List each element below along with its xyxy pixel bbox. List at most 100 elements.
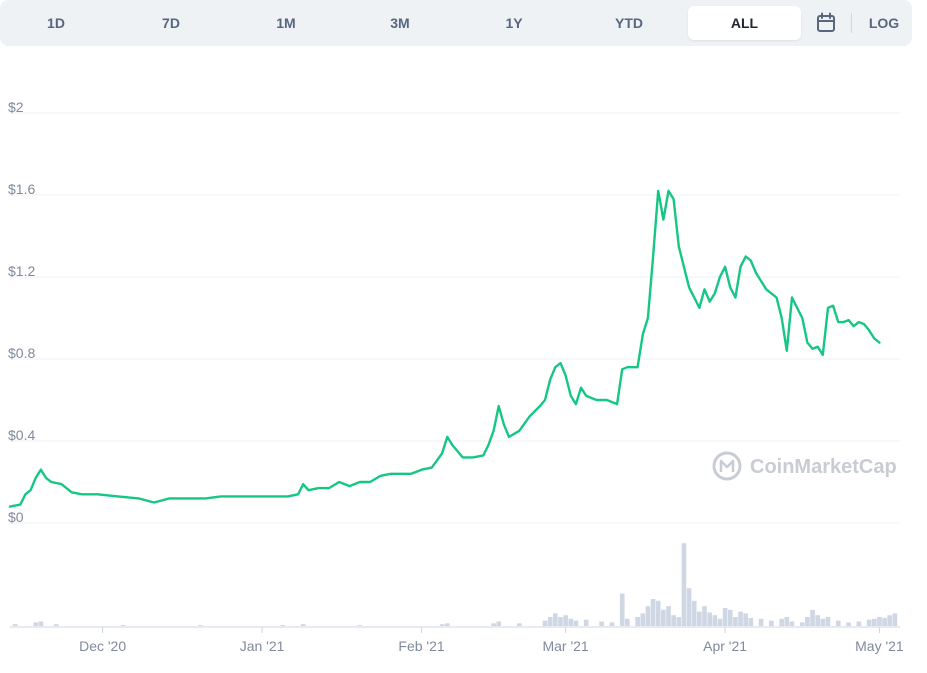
volume-bar [599, 621, 604, 626]
volume-bar [748, 617, 754, 626]
volume-bar [666, 606, 671, 626]
volume-bar [357, 625, 363, 626]
calendar-icon[interactable] [813, 10, 839, 36]
volume-bar [645, 606, 651, 626]
volume-bar [856, 621, 862, 626]
volume-bar [619, 593, 625, 626]
volume-bar [805, 617, 810, 626]
y-tick-label: $1.2 [8, 263, 35, 279]
coinmarketcap-logo-icon [712, 451, 742, 481]
volume-bar [697, 611, 702, 626]
volume-bar [769, 620, 774, 626]
volume-bar [635, 617, 640, 626]
volume-bar [491, 623, 496, 626]
log-scale-button[interactable]: LOG [868, 15, 900, 31]
volume-bar [820, 618, 826, 626]
volume-bar [825, 617, 831, 626]
range-button-ytd[interactable]: YTD [615, 15, 643, 31]
volume-bar [38, 621, 44, 626]
x-axis: Dec '20 Jan '21 Feb '21 Mar '21 Apr '21 May '… [79, 627, 904, 654]
volume-bar [733, 617, 738, 626]
volume-bar [280, 625, 285, 626]
volume-bar [120, 625, 126, 626]
volume-bar [661, 609, 666, 626]
range-button-1y[interactable]: 1Y [505, 15, 523, 31]
volume-bar [676, 617, 682, 626]
volume-bar [866, 619, 872, 626]
volume-bar [758, 618, 764, 626]
volume-bar [743, 613, 748, 626]
price-series-line [8, 189, 881, 508]
y-gridlines [10, 112, 900, 524]
volume-bar [686, 588, 692, 626]
x-tick-label: May '21 [855, 638, 904, 654]
y-tick-label: $1.6 [8, 181, 35, 197]
volume-bar [691, 600, 697, 626]
volume-bar [835, 620, 841, 626]
volume-bar [542, 620, 548, 626]
x-tick-label: Mar '21 [542, 638, 588, 654]
range-toolbar: 1D 7D 1M 3M 1Y YTD ALL LOG [0, 0, 912, 46]
y-tick-label: $0 [8, 509, 24, 525]
y-tick-label: $0.4 [8, 427, 35, 443]
volume-bar [799, 622, 805, 626]
volume-bar [727, 609, 733, 626]
volume-bar [583, 619, 589, 626]
volume-bar [300, 624, 306, 626]
volume-bar [789, 621, 795, 626]
volume-bar [810, 609, 815, 626]
volume-bar [33, 622, 39, 626]
volume-bar [568, 618, 574, 626]
volume-bars [12, 543, 898, 626]
range-button-1d[interactable]: 1D [47, 15, 65, 31]
volume-bar [655, 600, 661, 626]
x-tick-label: Apr '21 [703, 638, 747, 654]
volume-bar [784, 617, 790, 626]
watermark: CoinMarketCap [712, 451, 897, 481]
volume-bar [846, 622, 851, 626]
volume-bar [882, 617, 887, 626]
volume-bar [722, 608, 728, 626]
volume-bar [625, 618, 630, 626]
volume-bar [877, 617, 882, 626]
volume-bar [702, 606, 707, 626]
x-tick-label: Jan '21 [240, 638, 285, 654]
volume-bar [887, 615, 893, 626]
volume-bar [640, 613, 646, 626]
y-axis: $0 $0.4 $0.8 $1.2 $1.6 $2 [8, 99, 35, 525]
volume-bar [650, 599, 656, 626]
volume-bar [516, 623, 522, 626]
volume-bar [609, 622, 615, 626]
price-chart: $0 $0.4 $0.8 $1.2 $1.6 $2 CoinMarketCap Dec '… [8, 99, 904, 654]
volume-bar [558, 617, 563, 626]
volume-bar [871, 618, 877, 626]
x-tick-label: Dec '20 [79, 638, 126, 654]
volume-bar [547, 617, 553, 626]
volume-bar [779, 618, 784, 626]
volume-bar [496, 621, 502, 626]
y-tick-label: $2 [8, 99, 24, 115]
toolbar-divider [851, 13, 852, 33]
volume-bar [671, 615, 676, 626]
volume-bar [717, 618, 723, 626]
range-button-7d[interactable]: 7D [162, 15, 180, 31]
x-tick-label: Feb '21 [398, 638, 444, 654]
volume-bar [815, 615, 821, 626]
range-button-3m[interactable]: 3M [390, 15, 410, 31]
watermark-text: CoinMarketCap [750, 456, 897, 478]
range-button-1m[interactable]: 1M [276, 15, 296, 31]
volume-bar [53, 624, 59, 626]
range-button-all[interactable]: ALL [688, 6, 801, 40]
volume-bar [553, 613, 558, 626]
volume-bar [892, 613, 898, 626]
volume-bar [712, 615, 718, 626]
volume-bar [563, 615, 568, 626]
volume-bar [707, 612, 712, 626]
y-tick-label: $0.8 [8, 345, 35, 361]
volume-bar [439, 624, 445, 626]
volume-bar [12, 624, 18, 626]
volume-bar [198, 625, 203, 626]
volume-bar [444, 623, 450, 626]
volume-bar [738, 611, 743, 626]
